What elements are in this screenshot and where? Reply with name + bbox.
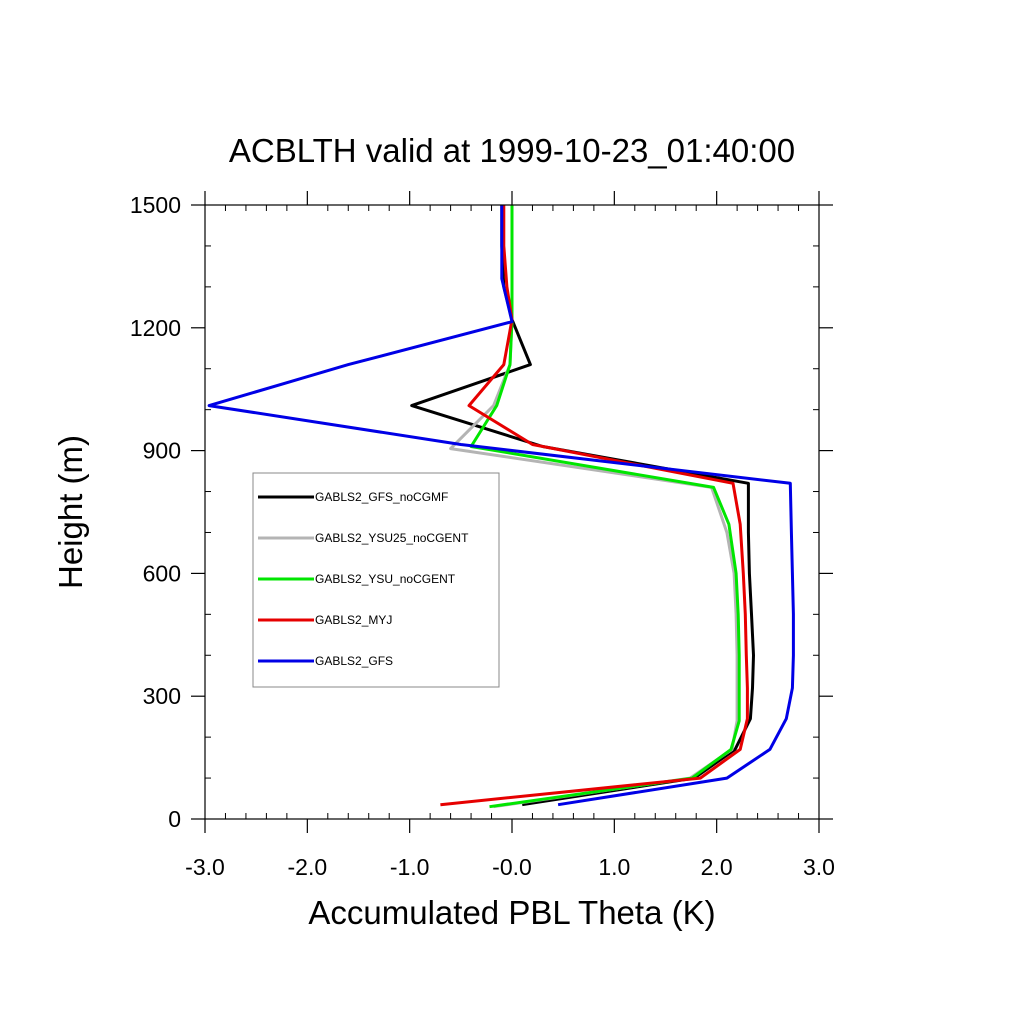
- series-line-gabls2-ysu-nocgent: [469, 205, 741, 809]
- minor-ticks: [205, 205, 819, 819]
- legend-label: GABLS2_YSU_noCGENT: [315, 572, 456, 586]
- legend-label: GABLS2_YSU25_noCGENT: [315, 531, 469, 545]
- x-tick-label: 1.0: [598, 854, 630, 880]
- y-tick-label: 1500: [130, 192, 181, 218]
- x-tick-label: 2.0: [701, 854, 733, 880]
- y-tick-label: 600: [143, 560, 181, 586]
- x-tick-label: 3.0: [803, 854, 835, 880]
- plot-frame: [204, 204, 820, 820]
- x-tick-label: -0.0: [492, 854, 532, 880]
- y-tick-label: 1200: [130, 315, 181, 341]
- legend-entries: GABLS2_GFS_noCGMF GABLS2_YSU25_noCGENT GAB…: [258, 490, 469, 668]
- series-line-gabls2-gfs: [207, 205, 795, 807]
- y-tick-label: 900: [143, 438, 181, 464]
- tick-labels: -3.0 -2.0 -1.0 -0.0 1.0 2.0 3.0 0 300 600 900 1200 1…: [130, 192, 835, 880]
- x-tick-label: -3.0: [185, 854, 225, 880]
- legend-label: GABLS2_GFS: [315, 654, 393, 668]
- x-axis-title: Accumulated PBL Theta (K): [308, 894, 715, 931]
- y-tick-label: 0: [168, 806, 181, 832]
- legend-label: GABLS2_MYJ: [315, 613, 392, 627]
- x-tick-label: -1.0: [390, 854, 430, 880]
- legend-label: GABLS2_GFS_noCGMF: [315, 490, 448, 504]
- x-tick-label: -2.0: [288, 854, 328, 880]
- legend: GABLS2_GFS_noCGMF GABLS2_YSU25_noCGENT GAB…: [252, 472, 500, 688]
- major-ticks: [191, 191, 833, 833]
- chart-title: ACBLTH valid at 1999-10-23_01:40:00: [229, 132, 795, 169]
- y-tick-label: 300: [143, 683, 181, 709]
- y-axis-title: Height (m): [52, 435, 89, 589]
- series-group: [207, 205, 795, 809]
